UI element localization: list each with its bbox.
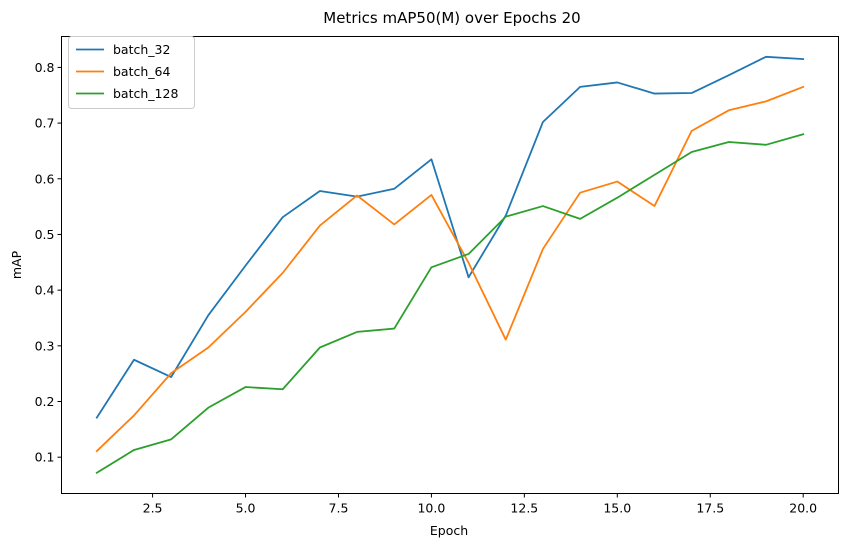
x-axis-label: Epoch: [430, 523, 468, 538]
y-tick-label: 0.7: [35, 116, 55, 131]
x-axis: 2.5 5.0 7.5 10.0 12.5 15.0 17.5 20.0: [143, 493, 817, 516]
y-tick-label: 0.6: [35, 171, 55, 186]
x-tick-label: 2.5: [143, 501, 163, 516]
y-axis: 0.1 0.2 0.3 0.4 0.5 0.6 0.7 0.8: [35, 60, 62, 465]
plot-frame: [61, 36, 839, 494]
legend-label: batch_64: [113, 64, 170, 79]
x-tick-label: 10.0: [417, 501, 445, 516]
chart-title: Metrics mAP50(M) over Epochs 20: [323, 9, 580, 27]
series-layer: [95, 55, 805, 475]
legend-label: batch_128: [113, 86, 178, 101]
series-line-batch_32: [95, 55, 805, 419]
x-tick-label: 7.5: [329, 501, 349, 516]
y-tick-label: 0.5: [35, 227, 55, 242]
x-tick-label: 12.5: [510, 501, 538, 516]
series-line-batch_64: [95, 85, 805, 453]
legend-label: batch_32: [113, 42, 170, 57]
x-tick-label: 5.0: [236, 501, 256, 516]
series-line-batch_128: [95, 133, 805, 475]
y-tick-label: 0.2: [35, 394, 55, 409]
x-tick-label: 17.5: [696, 501, 724, 516]
legend-box: [68, 36, 195, 109]
y-tick-label: 0.8: [35, 60, 55, 75]
y-axis-label: mAP: [9, 250, 24, 279]
legend: batch_32 batch_64 batch_128: [68, 36, 195, 109]
x-tick-label: 20.0: [789, 501, 817, 516]
y-tick-label: 0.4: [35, 283, 55, 298]
y-tick-label: 0.3: [35, 338, 55, 353]
y-tick-label: 0.1: [35, 450, 55, 465]
x-tick-label: 15.0: [603, 501, 631, 516]
